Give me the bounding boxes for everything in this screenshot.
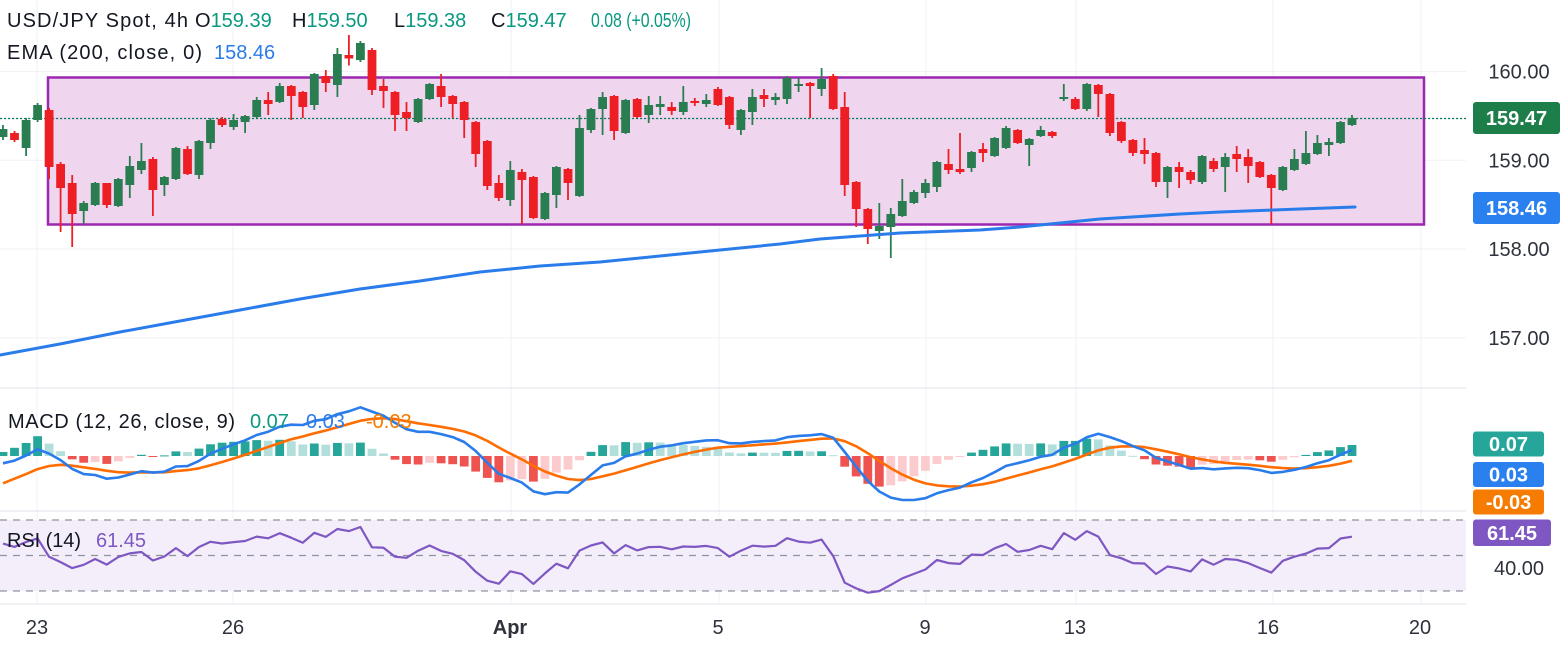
svg-text:RSI (14)61.45: RSI (14) 61.45 xyxy=(7,530,146,552)
svg-text:23: 23 xyxy=(26,617,48,639)
svg-text:157.00: 157.00 xyxy=(1488,328,1549,350)
svg-text:13: 13 xyxy=(1064,617,1086,639)
svg-text:5: 5 xyxy=(712,617,723,639)
svg-text:159.00: 159.00 xyxy=(1488,150,1549,172)
svg-text:0.03: 0.03 xyxy=(1489,465,1528,487)
svg-text:9: 9 xyxy=(919,617,930,639)
svg-text:40.00: 40.00 xyxy=(1494,558,1544,580)
svg-text:Apr: Apr xyxy=(493,617,528,639)
svg-text:20: 20 xyxy=(1409,617,1431,639)
svg-text:61.45: 61.45 xyxy=(1487,523,1537,545)
svg-text:EMA (200, close, 0)158.46: EMA (200, close, 0) 158.46 xyxy=(7,42,275,64)
svg-text:16: 16 xyxy=(1257,617,1279,639)
svg-text:160.00: 160.00 xyxy=(1488,62,1549,84)
svg-text:159.47: 159.47 xyxy=(1486,108,1547,130)
svg-text:MACD (12, 26, close, 9)0.070.0: MACD (12, 26, close, 9) 0.07 0.03 -0.03 xyxy=(8,411,412,433)
svg-text:-0.03: -0.03 xyxy=(1486,492,1532,514)
svg-text:0.07: 0.07 xyxy=(1489,434,1528,456)
svg-text:158.00: 158.00 xyxy=(1488,239,1549,261)
svg-text:26: 26 xyxy=(222,617,244,639)
svg-text:158.46: 158.46 xyxy=(1486,198,1547,220)
